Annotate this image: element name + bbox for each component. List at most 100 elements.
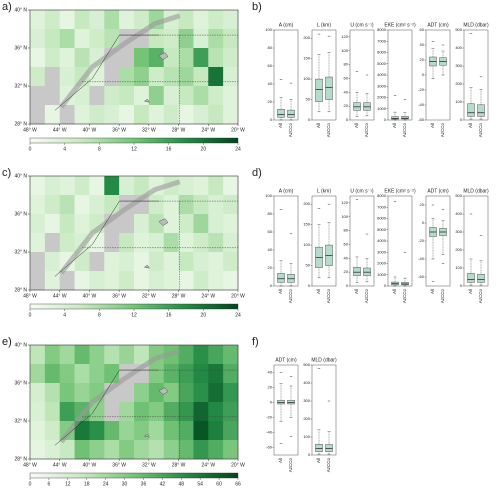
y-tick-label: 80 (344, 228, 349, 233)
heat-cell (89, 195, 105, 215)
colorbar-tick-label: 60 (216, 481, 222, 487)
heat-cell (119, 86, 135, 106)
colorbar-tick-label: 16 (166, 312, 172, 318)
heat-cell (44, 176, 61, 196)
heat-cell (148, 233, 165, 253)
colorbar (29, 472, 239, 479)
heat-cell (148, 421, 165, 441)
box (401, 282, 409, 286)
y-tick-label: 150 (303, 222, 310, 227)
category-label: All (468, 289, 473, 294)
y-tick-label: 80 (344, 62, 349, 67)
y-tick-label: 20 (420, 57, 425, 62)
heat-cell (163, 402, 179, 422)
y-tick-label: 7000 (377, 38, 387, 43)
heat-cell (59, 364, 75, 384)
category-label: AzCCo (364, 123, 369, 138)
subplot-title: EKE (cm² s⁻²) (384, 22, 416, 28)
category-label: All (392, 289, 397, 294)
heat-cell (104, 29, 120, 49)
y-tick-label: 80 (268, 211, 273, 216)
heat-cell (44, 421, 61, 441)
heat-cell (30, 233, 46, 253)
category-label: AzCCo (478, 123, 483, 138)
heat-cell (104, 105, 120, 125)
heat-cell (30, 345, 46, 365)
panel-label: d) (252, 167, 262, 179)
subplot-frame (463, 195, 489, 287)
heat-cell (44, 440, 61, 460)
y-tick-label: 20 (344, 269, 349, 274)
region-outline (82, 34, 238, 124)
heat-cell (134, 10, 150, 30)
heat-cell (104, 345, 120, 365)
heat-cell (163, 67, 179, 87)
heat-cell (104, 271, 120, 291)
heat-cell (44, 364, 61, 384)
heat-cell (148, 383, 165, 403)
heat-cell (74, 440, 90, 460)
box (363, 102, 371, 111)
heat-cell (148, 252, 165, 272)
heat-cell (44, 345, 61, 365)
category-label: All (354, 289, 359, 294)
category-label: AzCCo (326, 458, 331, 473)
heat-cell (163, 214, 179, 234)
y-tick-label: 2000 (377, 261, 387, 266)
box (353, 102, 361, 111)
heat-cell (178, 364, 194, 384)
heat-cell (178, 233, 194, 253)
colorbar-tick-label: 18 (84, 481, 90, 487)
y-tick-label: 40 (420, 42, 425, 47)
y-tick-label: 80 (268, 45, 273, 50)
y-tick-label: 100 (303, 76, 310, 81)
colorbar-tick-label: 48 (178, 481, 184, 487)
map-frame (29, 9, 239, 125)
heat-cell (89, 440, 105, 460)
y-tick-label: 0 (308, 117, 311, 122)
y-tick-label: 0 (270, 117, 273, 122)
map-frame (29, 175, 239, 291)
y-tick-label: 28° N (14, 121, 27, 127)
y-tick-label: 7000 (377, 204, 387, 209)
y-tick-label: 0 (422, 72, 425, 77)
heat-cell (74, 176, 90, 196)
heat-cell (104, 252, 120, 272)
heat-cell (178, 105, 194, 125)
x-tick-label: 48° W (23, 293, 37, 299)
subplot-frame (273, 195, 299, 287)
heat-cell (30, 176, 46, 196)
box (353, 267, 361, 276)
x-tick-label: 40° W (83, 462, 97, 468)
x-tick-label: 48° W (23, 127, 37, 133)
x-tick-label: 28° W (172, 127, 186, 133)
heat-cell (89, 29, 105, 49)
y-tick-label: 28° N (14, 456, 27, 462)
box (277, 273, 285, 283)
heat-cell (134, 233, 150, 253)
heat-cell (178, 48, 194, 68)
category-label: All (278, 123, 283, 128)
x-tick-label: 36° W (112, 293, 126, 299)
colorbar-tick-label: 4 (63, 146, 66, 152)
heat-cell (59, 48, 75, 68)
heat-cell (163, 271, 179, 291)
box (477, 274, 485, 283)
subplot-frame (425, 195, 451, 287)
y-tick-label: 32° N (14, 418, 27, 424)
subplot-title: ADT (cm) (275, 357, 297, 363)
y-tick-label: 500 (303, 362, 310, 367)
box (277, 108, 285, 118)
heat-cell (59, 29, 75, 49)
subplot-frame (311, 29, 337, 121)
y-tick-label: 60 (268, 63, 273, 68)
y-tick-label: 3000 (377, 83, 387, 88)
category-label: All (430, 123, 435, 128)
heat-cell (223, 364, 239, 384)
category-label: AzCCo (326, 123, 331, 138)
heat-cell (134, 440, 150, 460)
heat-cell (119, 233, 135, 253)
y-tick-label: -20 (418, 238, 425, 243)
y-tick-label: 300 (303, 398, 310, 403)
y-tick-label: 100 (303, 434, 310, 439)
